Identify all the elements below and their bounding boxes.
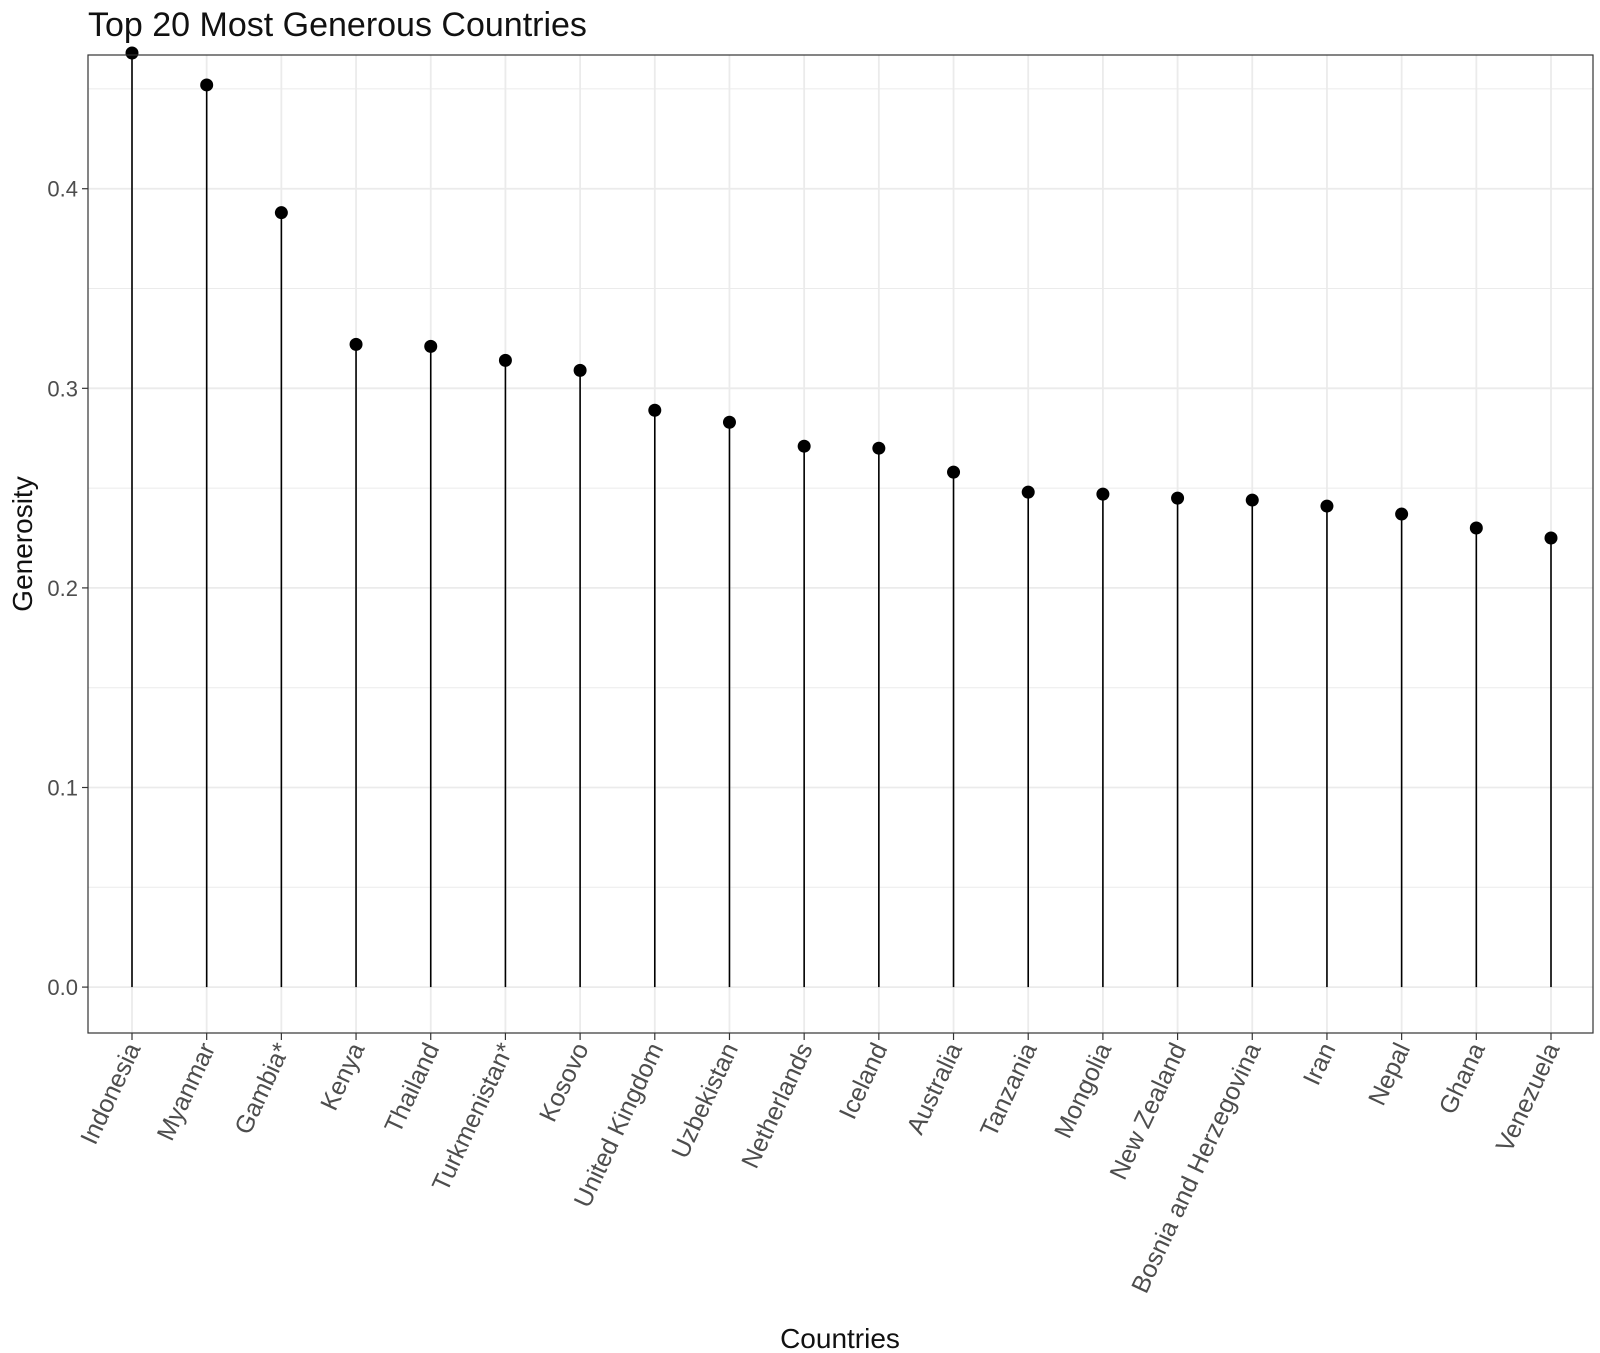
x-tick-label: Turkmenistan* [427, 1038, 520, 1195]
lollipop-point [722, 415, 736, 429]
lollipop-point [573, 363, 587, 377]
lollipop-point [1320, 499, 1334, 513]
x-tick-label: Nepal [1363, 1039, 1416, 1110]
x-axis-title: Countries [780, 1323, 900, 1353]
lollipop-point [1395, 507, 1409, 521]
x-tick-label: Tanzania [975, 1039, 1043, 1142]
lollipop-points [125, 46, 1558, 545]
lollipop-point [1245, 493, 1259, 507]
lollipop-stems [131, 53, 1552, 988]
lollipop-point [274, 206, 288, 220]
lollipop-point [1021, 485, 1035, 499]
y-tick-label: 0.1 [47, 776, 78, 801]
lollipop-point [349, 337, 363, 351]
grid-lines [88, 55, 1593, 1033]
lollipop-point [125, 46, 139, 60]
x-tick-label: Bosnia and Herzegovina [1126, 1039, 1267, 1298]
plot-panel-border [87, 54, 1594, 1034]
lollipop-point [797, 439, 811, 453]
x-tick-label: Gambia* [229, 1038, 296, 1138]
x-tick-label: Thailand [379, 1039, 445, 1138]
lollipop-point [1544, 531, 1558, 545]
x-tick-label: Uzbekistan [666, 1039, 744, 1163]
x-tick-label: Venezuela [1491, 1039, 1566, 1157]
x-tick-label: Myanmar [152, 1039, 221, 1145]
y-tick-label: 0.2 [47, 576, 78, 601]
y-tick-label: 0.0 [47, 975, 78, 1000]
lollipop-point [1469, 521, 1483, 535]
lollipop-point [200, 78, 214, 92]
x-tick-label: Kenya [315, 1039, 370, 1115]
y-axis: 0.0 0.1 0.2 0.3 0.4 [47, 177, 88, 1000]
x-tick-label: Ghana [1434, 1039, 1491, 1119]
y-tick-label: 0.4 [47, 177, 78, 202]
x-tick-label: Kosovo [534, 1039, 595, 1126]
lollipop-point [424, 339, 438, 353]
lollipop-point [498, 353, 512, 367]
x-axis: Indonesia Myanmar Gambia* Kenya ThailandTurk… [75, 1033, 1565, 1297]
x-tick-label: Australia [901, 1039, 968, 1139]
x-tick-label: Netherlands [736, 1039, 818, 1173]
lollipop-point [648, 403, 662, 417]
y-tick-label: 0.3 [47, 376, 78, 401]
chart-title: Top 20 Most Generous Countries [88, 6, 587, 44]
x-tick-label: Indonesia [75, 1039, 146, 1149]
lollipop-point [1171, 491, 1185, 505]
y-axis-title: Generosity [7, 476, 38, 611]
lollipop-point [1096, 487, 1110, 501]
lollipop-point [872, 441, 886, 455]
x-tick-label: Iceland [834, 1039, 893, 1124]
x-tick-label: Mongolia [1049, 1039, 1117, 1143]
x-tick-label: New Zealand [1104, 1039, 1192, 1184]
lollipop-point [947, 465, 961, 479]
x-tick-label: Iran [1298, 1039, 1342, 1090]
